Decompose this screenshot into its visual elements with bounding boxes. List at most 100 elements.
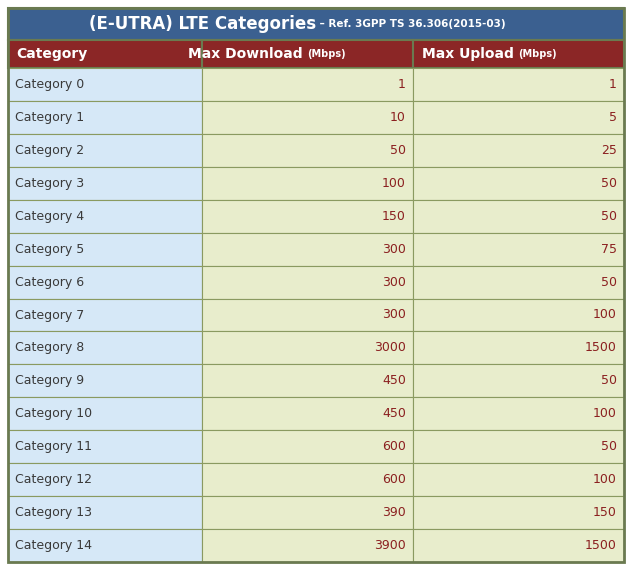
Bar	[202, 134, 413, 167]
Text: Category 3: Category 3	[15, 177, 84, 190]
Bar	[202, 233, 413, 266]
Bar	[202, 266, 413, 299]
Text: Category 10: Category 10	[15, 408, 92, 420]
Text: Category 11: Category 11	[15, 440, 92, 453]
Text: Category: Category	[16, 47, 87, 61]
Bar	[413, 496, 624, 529]
Text: 3000: 3000	[374, 341, 406, 355]
Bar	[202, 101, 413, 134]
Bar	[413, 200, 624, 233]
Bar	[202, 299, 413, 332]
Text: Category 8: Category 8	[15, 341, 84, 355]
Bar	[8, 200, 202, 233]
Text: – Ref. 3GPP TS 36.306(2015-03): – Ref. 3GPP TS 36.306(2015-03)	[316, 19, 506, 29]
Text: Category 5: Category 5	[15, 243, 84, 255]
Text: 390: 390	[382, 506, 406, 519]
Text: 100: 100	[382, 177, 406, 190]
Bar	[8, 266, 202, 299]
Text: 150: 150	[382, 210, 406, 223]
Bar	[413, 463, 624, 496]
Text: (Mbps): (Mbps)	[308, 49, 346, 59]
Bar	[8, 430, 202, 463]
Text: 75: 75	[601, 243, 617, 255]
Text: Max Upload: Max Upload	[422, 47, 518, 61]
Text: Category 14: Category 14	[15, 539, 92, 552]
Bar	[8, 496, 202, 529]
Text: 100: 100	[593, 473, 617, 486]
Text: 1500: 1500	[585, 539, 617, 552]
Bar	[413, 134, 624, 167]
Text: 450: 450	[382, 408, 406, 420]
Bar	[8, 332, 202, 364]
Bar	[8, 101, 202, 134]
Text: 50: 50	[601, 374, 617, 388]
Text: 50: 50	[390, 144, 406, 157]
Bar	[202, 167, 413, 200]
Bar	[202, 529, 413, 562]
Bar	[202, 364, 413, 397]
Text: (E-UTRA) LTE Categories: (E-UTRA) LTE Categories	[89, 15, 316, 33]
Bar	[413, 299, 624, 332]
Bar	[8, 364, 202, 397]
Bar	[413, 233, 624, 266]
Bar	[202, 463, 413, 496]
Text: 1: 1	[609, 78, 617, 91]
Bar	[413, 266, 624, 299]
Bar	[202, 332, 413, 364]
Bar	[413, 397, 624, 430]
Text: Category 7: Category 7	[15, 308, 84, 321]
Text: (Mbps): (Mbps)	[518, 49, 557, 59]
Bar	[413, 332, 624, 364]
Bar	[202, 68, 413, 101]
Text: Category 13: Category 13	[15, 506, 92, 519]
Text: 1500: 1500	[585, 341, 617, 355]
Text: Category 12: Category 12	[15, 473, 92, 486]
Text: 50: 50	[601, 440, 617, 453]
Text: Category 6: Category 6	[15, 275, 84, 288]
Text: Category 1: Category 1	[15, 111, 84, 124]
Text: 300: 300	[382, 243, 406, 255]
Bar	[8, 167, 202, 200]
Bar	[413, 430, 624, 463]
Text: 100: 100	[593, 308, 617, 321]
Text: Category 2: Category 2	[15, 144, 84, 157]
Bar	[202, 397, 413, 430]
Text: Category 4: Category 4	[15, 210, 84, 223]
Bar	[202, 40, 413, 68]
Text: Max Download: Max Download	[188, 47, 308, 61]
Text: 450: 450	[382, 374, 406, 388]
Bar	[202, 200, 413, 233]
Bar	[413, 364, 624, 397]
Text: 150: 150	[593, 506, 617, 519]
Bar	[202, 496, 413, 529]
Bar	[8, 134, 202, 167]
Bar	[8, 233, 202, 266]
Text: 300: 300	[382, 275, 406, 288]
Text: 300: 300	[382, 308, 406, 321]
Bar	[8, 40, 202, 68]
Bar	[413, 40, 624, 68]
Text: 100: 100	[593, 408, 617, 420]
Bar	[8, 463, 202, 496]
Text: Category 0: Category 0	[15, 78, 84, 91]
Text: 50: 50	[601, 210, 617, 223]
Text: 3900: 3900	[374, 539, 406, 552]
Text: 50: 50	[601, 177, 617, 190]
Bar	[8, 299, 202, 332]
Text: 1: 1	[398, 78, 406, 91]
Bar	[8, 8, 624, 40]
Text: 10: 10	[390, 111, 406, 124]
Bar	[8, 529, 202, 562]
Bar	[8, 68, 202, 101]
Bar	[202, 430, 413, 463]
Text: 25: 25	[601, 144, 617, 157]
Text: 50: 50	[601, 275, 617, 288]
Bar	[413, 529, 624, 562]
Text: 600: 600	[382, 473, 406, 486]
Text: 600: 600	[382, 440, 406, 453]
Bar	[8, 397, 202, 430]
Bar	[413, 101, 624, 134]
Bar	[413, 167, 624, 200]
Text: 5: 5	[609, 111, 617, 124]
Bar	[413, 68, 624, 101]
